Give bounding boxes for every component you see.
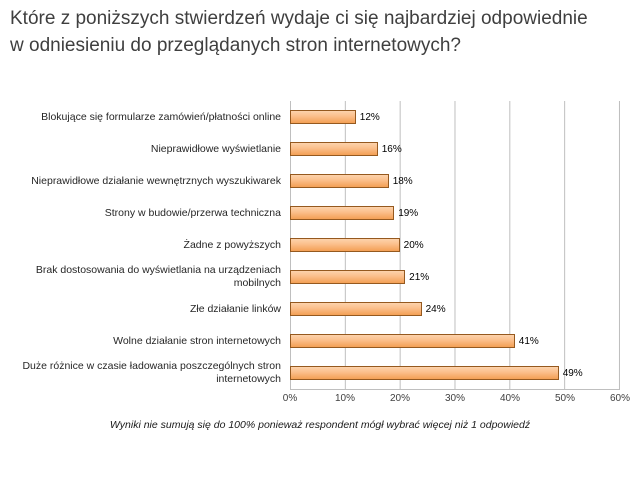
chart-row: Żadne z powyższych 20% — [8, 229, 620, 262]
plot-cell: 20% — [290, 229, 620, 262]
plot-cell: 49% — [290, 357, 620, 390]
chart-row: Brak dostosowania do wyświetlania na urz… — [8, 261, 620, 294]
chart-row: Strony w budowie/przerwa techniczna 19% — [8, 197, 620, 230]
plot-cell: 16% — [290, 133, 620, 166]
plot-cell: 21% — [290, 261, 620, 294]
value-label: 12% — [359, 111, 380, 123]
category-label: Strony w budowie/przerwa techniczna — [104, 206, 281, 219]
plot-cell: 24% — [290, 293, 620, 326]
category-label: Blokujące się formularze zamówień/płatno… — [41, 110, 281, 123]
chart-row: Wolne działanie stron internetowych 41% — [8, 325, 620, 358]
category-label: Żadne z powyższych — [183, 238, 281, 251]
plot-cell: 41% — [290, 325, 620, 358]
chart-row: Duże różnice w czasie ładowania poszczeg… — [8, 357, 620, 390]
bar — [290, 206, 395, 221]
category-label: Nieprawidłowe wyświetlanie — [150, 142, 281, 155]
category-label: Złe działanie linków — [189, 302, 281, 315]
bar — [290, 270, 406, 285]
plot-cell: 18% — [290, 165, 620, 198]
x-axis: 0% 10% 20% 30% 40% 50% 60% — [0, 389, 640, 407]
value-label: 16% — [381, 143, 402, 155]
axis-spacer — [8, 389, 290, 407]
bar — [290, 334, 515, 349]
chart-row: Nieprawidłowe wyświetlanie 16% — [8, 133, 620, 166]
chart-footnote: Wyniki nie sumują się do 100% ponieważ r… — [109, 419, 531, 432]
page-title: Które z poniższych stwierdzeń wydaje ci … — [10, 8, 588, 56]
value-label: 18% — [392, 175, 413, 187]
chart-row: Nieprawidłowe działanie wewnętrznych wys… — [8, 165, 620, 198]
axis-tick-label: 20% — [389, 393, 411, 405]
value-label: 24% — [425, 303, 446, 315]
chart-row: Blokujące się formularze zamówień/płatno… — [8, 101, 620, 134]
axis-tick-label: 30% — [444, 393, 466, 405]
chart-rows: Blokujące się formularze zamówień/płatno… — [8, 101, 620, 390]
axis-tick-label: 50% — [554, 393, 576, 405]
axis-tick-label: 10% — [334, 393, 356, 405]
value-label: 21% — [409, 271, 430, 283]
chart-row: Złe działanie linków 24% — [8, 293, 620, 326]
bar — [290, 174, 389, 189]
value-label: 20% — [403, 239, 424, 251]
bar — [290, 366, 559, 381]
axis-tick-label: 0% — [282, 393, 298, 405]
value-label: 19% — [398, 207, 419, 219]
bar-chart: Blokujące się formularze zamówień/płatno… — [0, 101, 640, 390]
axis-ticks: 0% 10% 20% 30% 40% 50% 60% — [283, 389, 630, 407]
bar — [290, 238, 400, 253]
plot-cell: 12% — [290, 101, 620, 134]
value-label: 41% — [518, 335, 539, 347]
axis-tick-label: 60% — [609, 393, 631, 405]
bar — [290, 110, 356, 125]
axis-tick-label: 40% — [499, 393, 521, 405]
value-label: 49% — [562, 367, 583, 379]
category-label: Nieprawidłowe działanie wewnętrznych wys… — [31, 174, 281, 187]
category-label: Wolne działanie stron internetowych — [113, 334, 281, 347]
bar — [290, 302, 422, 317]
category-label: Duże różnice w czasie ładowania poszczeg… — [22, 360, 281, 386]
bar — [290, 142, 378, 157]
plot-cell: 19% — [290, 197, 620, 230]
category-label: Brak dostosowania do wyświetlania na urz… — [35, 264, 281, 290]
